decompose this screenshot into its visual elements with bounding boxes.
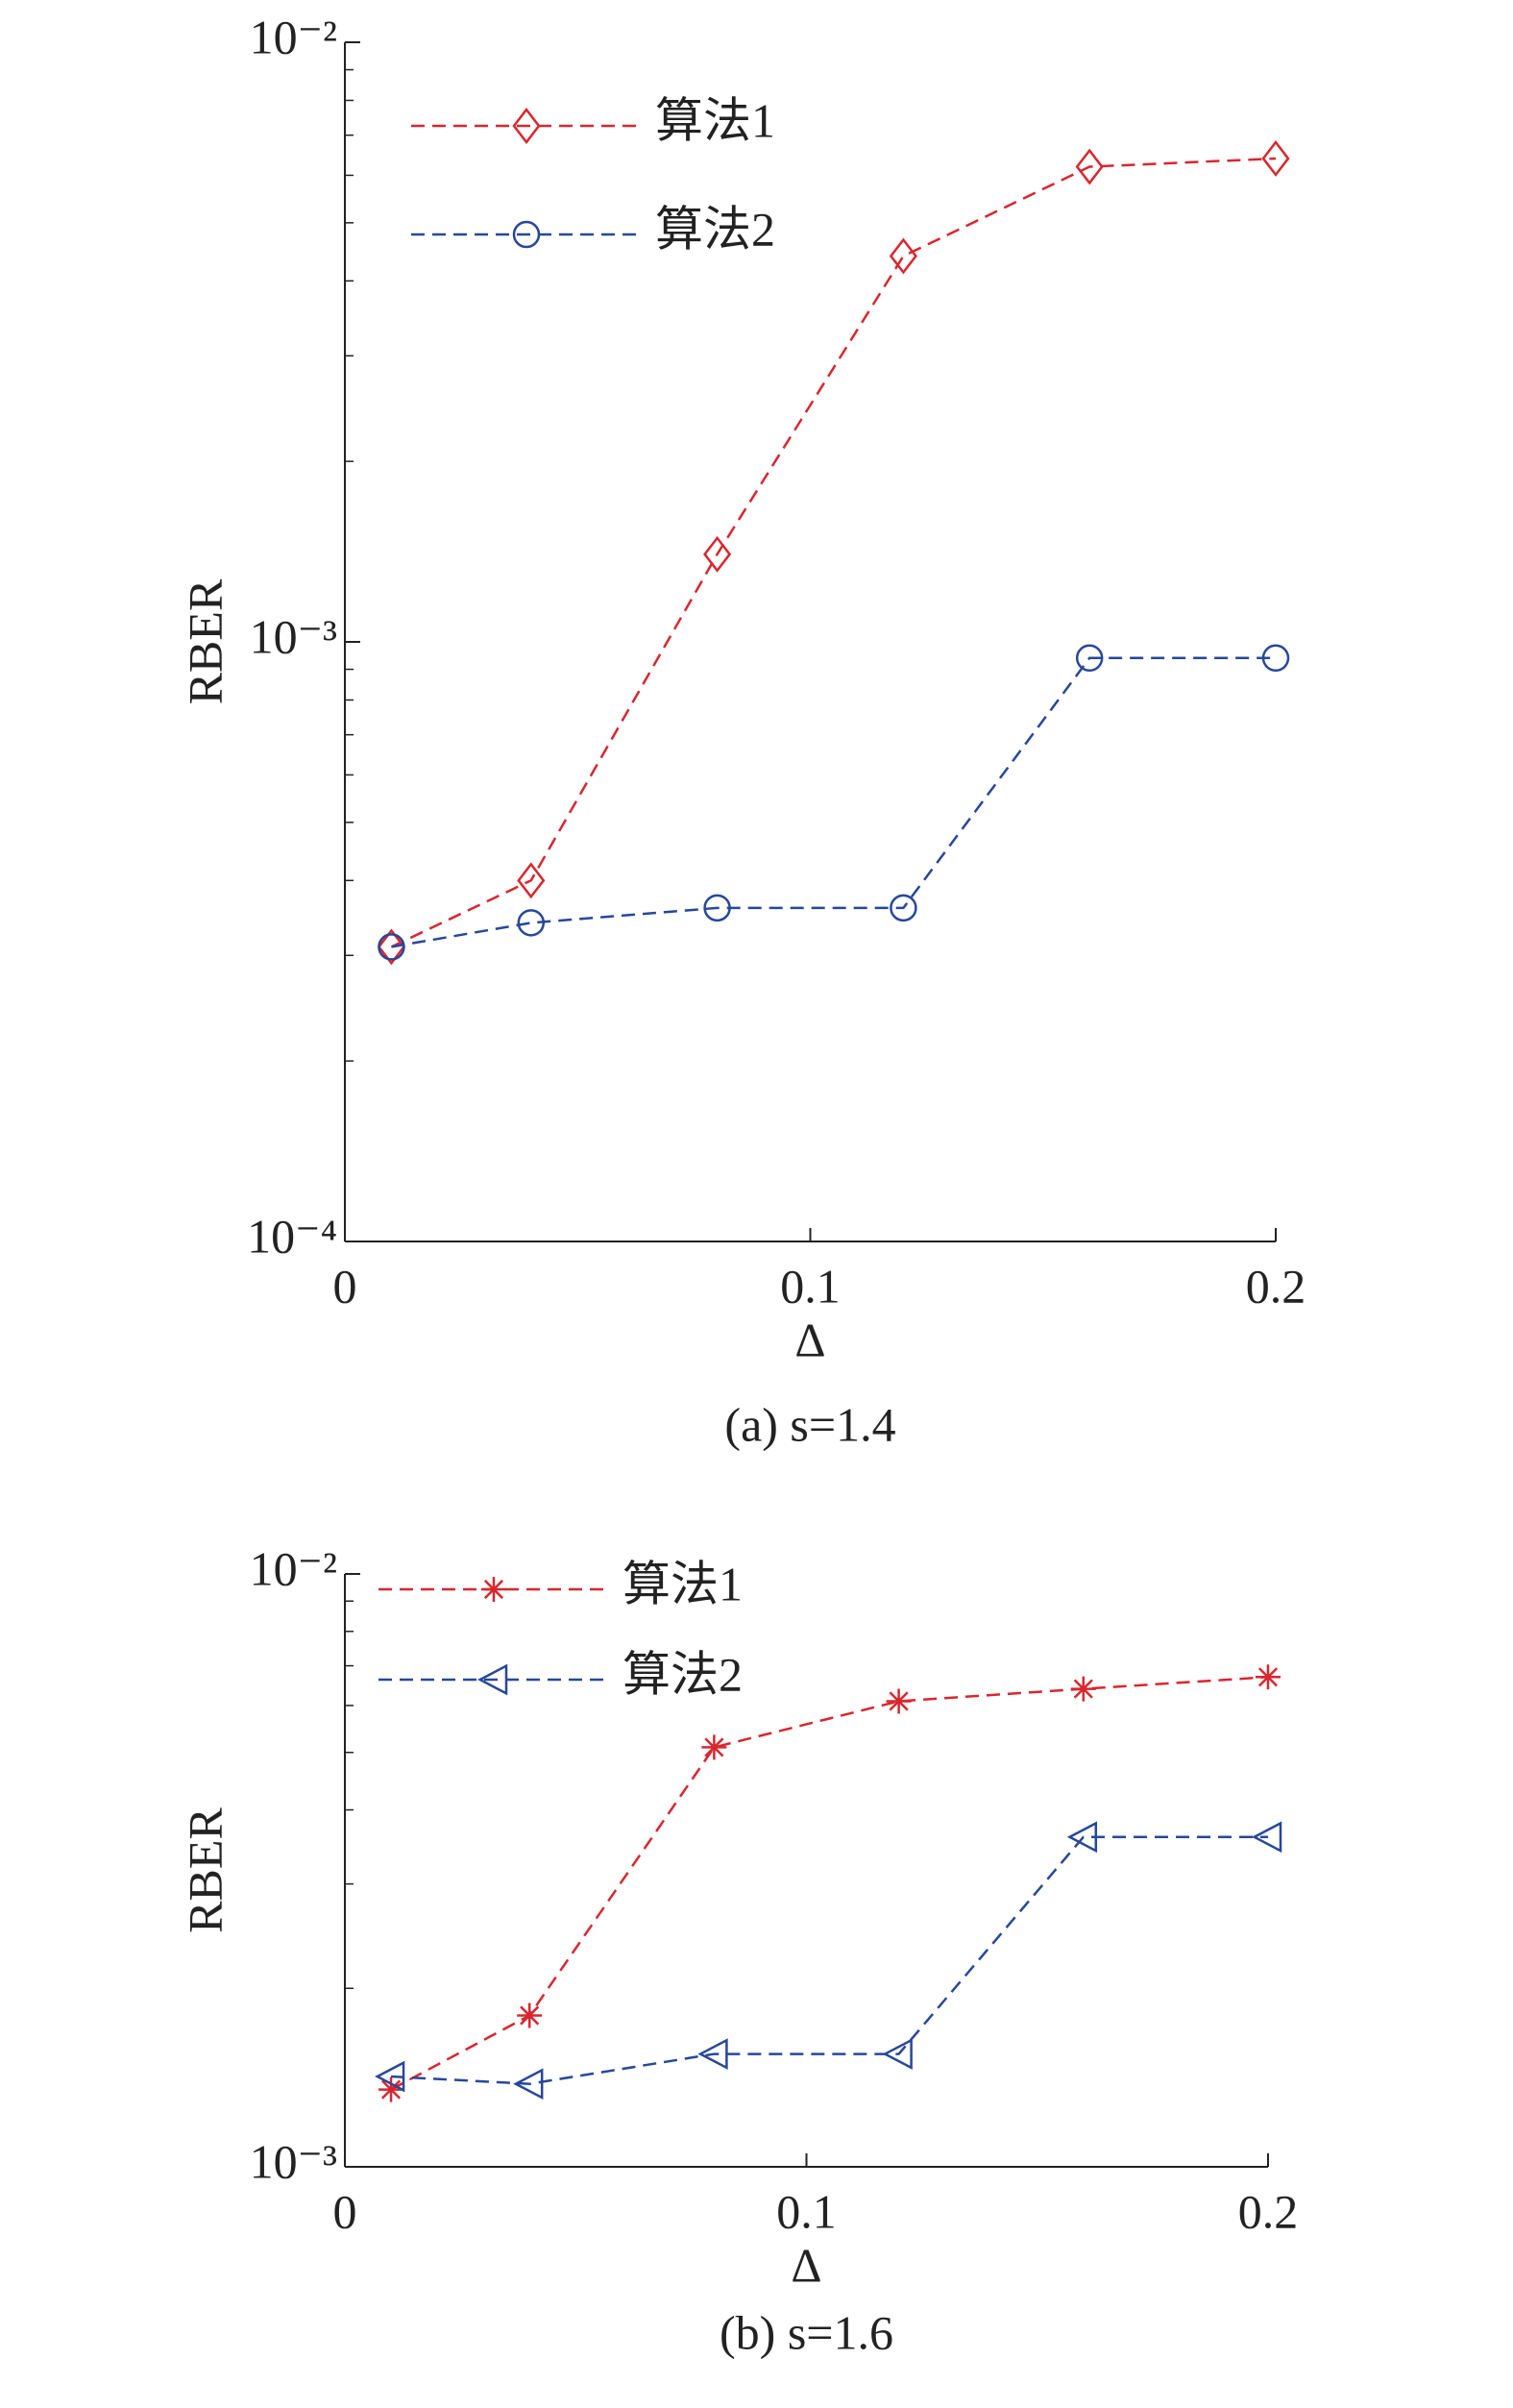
legend-label: 算法1 [622,1557,743,1610]
series-line [390,157,1277,948]
x-tick-label: 0.1 [776,2184,837,2238]
legend-label: 算法2 [655,202,775,256]
marker [513,2068,544,2101]
marker [703,894,731,922]
marker [378,2076,404,2102]
marker [375,2060,405,2093]
x-tick-label: 0 [333,1259,357,1313]
marker [1261,139,1290,177]
marker [377,928,406,966]
marker [517,862,546,899]
marker [517,909,546,937]
legend-label: 算法2 [622,1647,743,1701]
marker [517,2003,543,2028]
caption: (b) s=1.6 [720,2305,893,2359]
y-axis-label: RBER [178,578,232,704]
x-tick-label: 0.1 [780,1259,841,1313]
marker [1261,644,1290,673]
x-tick-label: 0.2 [1238,2184,1299,2238]
marker [701,1734,727,1760]
marker [1075,644,1104,673]
x-tick-label: 0.2 [1246,1259,1306,1313]
y-axis-label: RBER [178,1807,232,1933]
y-tick-label: 10⁻³ [250,2134,337,2188]
series-line [391,656,1276,948]
x-tick-label: 0 [333,2184,357,2238]
x-axis-label: Δ [791,2238,821,2292]
marker [1252,1821,1282,1854]
legend-marker [477,1663,508,1696]
chart: 0 0.1 0.2 10⁻³ 10⁻² Δ RBER (b) s=1.6 算法1 算法2 [178,1541,1298,2359]
marker [1070,1676,1096,1702]
series-line [390,1835,1268,2085]
y-tick-label: 10⁻⁴ [247,1209,337,1263]
marker [889,237,917,275]
marker [882,2038,913,2070]
legend-marker [512,108,541,144]
y-tick-label: 10⁻² [250,10,337,63]
y-tick-label: 10⁻³ [250,609,337,663]
caption: (a) s=1.4 [724,1397,895,1451]
marker [1256,1664,1281,1690]
x-axis-label: Δ [794,1313,825,1366]
marker [378,933,405,961]
chart: 0 0.1 0.2 10⁻⁴ 10⁻³ 10⁻² Δ RBER (a) s=1.4 算法1 算法2 [178,10,1306,1451]
marker [703,535,732,573]
legend-marker [481,1577,506,1602]
marker [1066,1821,1098,1854]
marker [1075,148,1104,185]
marker [886,1688,912,1714]
y-tick-label: 10⁻² [250,1541,337,1595]
legend-label: 算法1 [655,93,775,147]
marker [697,2038,728,2070]
marker [890,894,917,922]
series-line [390,1676,1269,2091]
legend-marker [512,220,541,249]
